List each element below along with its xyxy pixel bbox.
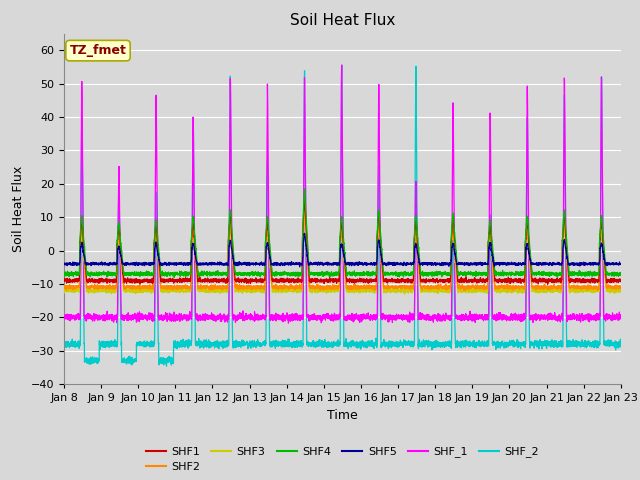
SHF5 bbox=[60, 260, 68, 266]
SHF_1 bbox=[160, 316, 168, 322]
SHF1 bbox=[60, 276, 68, 282]
SHF4 bbox=[436, 270, 444, 276]
SHF3 bbox=[436, 288, 444, 294]
SHF2 bbox=[617, 284, 625, 289]
SHF2 bbox=[499, 284, 507, 290]
SHF5 bbox=[468, 261, 476, 266]
SHF3 bbox=[401, 291, 408, 297]
SHF3 bbox=[617, 288, 625, 293]
Line: SHF2: SHF2 bbox=[64, 211, 621, 290]
SHF_2 bbox=[160, 360, 168, 365]
SHF1 bbox=[499, 277, 507, 283]
SHF_1 bbox=[285, 320, 292, 326]
SHF4 bbox=[160, 271, 168, 276]
SHF4 bbox=[499, 270, 507, 276]
SHF_2 bbox=[617, 343, 625, 348]
SHF1 bbox=[160, 278, 168, 284]
SHF2 bbox=[436, 283, 444, 288]
SHF3 bbox=[616, 289, 624, 295]
SHF1 bbox=[301, 197, 308, 203]
SHF3 bbox=[60, 288, 68, 294]
SHF_2 bbox=[436, 345, 444, 350]
SHF1 bbox=[467, 277, 475, 283]
SHF4 bbox=[617, 270, 625, 276]
SHF5 bbox=[616, 262, 624, 267]
SHF5 bbox=[160, 262, 168, 267]
Line: SHF4: SHF4 bbox=[64, 189, 621, 277]
SHF_1 bbox=[617, 314, 625, 320]
Y-axis label: Soil Heat Flux: Soil Heat Flux bbox=[12, 166, 25, 252]
Line: SHF_1: SHF_1 bbox=[64, 65, 621, 323]
SHF2 bbox=[60, 284, 68, 289]
Title: Soil Heat Flux: Soil Heat Flux bbox=[290, 13, 395, 28]
SHF1 bbox=[544, 281, 552, 287]
SHF_1 bbox=[436, 315, 444, 321]
SHF4 bbox=[468, 269, 476, 275]
SHF_2 bbox=[60, 343, 68, 348]
SHF4 bbox=[170, 275, 178, 280]
SHF2 bbox=[468, 284, 476, 290]
SHF1 bbox=[616, 278, 624, 284]
Line: SHF5: SHF5 bbox=[64, 233, 621, 267]
Line: SHF1: SHF1 bbox=[64, 200, 621, 284]
SHF1 bbox=[322, 277, 330, 283]
SHF2 bbox=[616, 286, 624, 291]
SHF3 bbox=[468, 288, 476, 293]
SHF_1 bbox=[468, 315, 476, 321]
SHF4 bbox=[616, 273, 624, 278]
SHF5 bbox=[322, 261, 330, 266]
SHF_1 bbox=[499, 314, 507, 320]
Line: SHF_2: SHF_2 bbox=[64, 65, 621, 366]
SHF2 bbox=[322, 286, 330, 291]
SHF_1 bbox=[616, 312, 624, 318]
SHF1 bbox=[436, 276, 444, 282]
SHF_1 bbox=[338, 62, 346, 68]
X-axis label: Time: Time bbox=[327, 408, 358, 421]
SHF1 bbox=[617, 278, 625, 284]
SHF2 bbox=[461, 288, 469, 293]
SHF3 bbox=[301, 215, 308, 220]
SHF4 bbox=[322, 269, 330, 275]
Line: SHF3: SHF3 bbox=[64, 217, 621, 294]
SHF5 bbox=[499, 261, 507, 267]
SHF_2 bbox=[338, 62, 346, 68]
SHF_2 bbox=[322, 341, 330, 347]
SHF3 bbox=[160, 287, 168, 293]
SHF4 bbox=[301, 186, 308, 192]
SHF5 bbox=[436, 261, 444, 267]
Legend: SHF1, SHF2, SHF3, SHF4, SHF5, SHF_1, SHF_2: SHF1, SHF2, SHF3, SHF4, SHF5, SHF_1, SHF… bbox=[141, 442, 544, 477]
SHF_2 bbox=[468, 341, 476, 347]
SHF2 bbox=[160, 286, 168, 292]
SHF2 bbox=[301, 208, 308, 214]
SHF3 bbox=[322, 288, 330, 294]
SHF3 bbox=[499, 287, 507, 292]
Text: TZ_fmet: TZ_fmet bbox=[70, 44, 127, 57]
SHF4 bbox=[60, 274, 68, 279]
SHF_1 bbox=[60, 316, 68, 322]
SHF_2 bbox=[616, 339, 624, 345]
SHF_2 bbox=[499, 343, 507, 348]
SHF_2 bbox=[163, 363, 170, 369]
SHF5 bbox=[617, 262, 625, 267]
SHF5 bbox=[296, 264, 303, 270]
SHF5 bbox=[301, 230, 308, 236]
SHF_1 bbox=[322, 315, 330, 321]
